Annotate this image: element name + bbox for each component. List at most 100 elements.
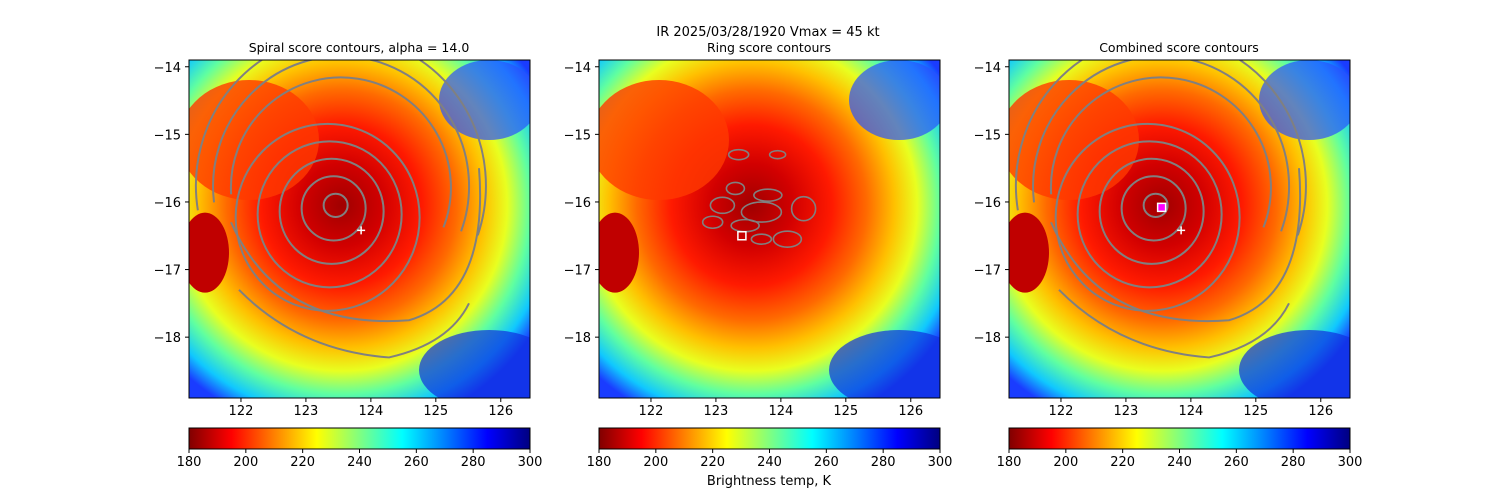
colorbar-gradient bbox=[598, 427, 941, 450]
x-tick-label: 126 bbox=[898, 404, 923, 419]
clear-area bbox=[1259, 60, 1350, 140]
center-square-marker bbox=[1156, 202, 1167, 213]
brightness-temp-field bbox=[599, 60, 940, 398]
contour-line bbox=[1049, 76, 1272, 228]
contour-line bbox=[256, 140, 403, 289]
ring-contours bbox=[701, 148, 817, 248]
x-tick-label: 123 bbox=[704, 404, 729, 419]
y-tick-label: −18 bbox=[154, 331, 181, 346]
colorbar-tick-label: 220 bbox=[700, 455, 725, 470]
contour-line bbox=[1054, 122, 1241, 312]
cloud-band bbox=[1009, 80, 1139, 200]
colorbar-tick-label: 280 bbox=[461, 455, 486, 470]
colorbar-tick-label: 300 bbox=[518, 455, 543, 470]
axes-frame bbox=[1008, 59, 1351, 399]
contour-line bbox=[278, 157, 385, 265]
contour-line bbox=[212, 60, 471, 232]
y-tick-label: −14 bbox=[564, 61, 591, 76]
colorbar-tick-label: 180 bbox=[587, 455, 612, 470]
colorbar-tick-label: 180 bbox=[177, 455, 202, 470]
ring-contour-line bbox=[772, 230, 803, 248]
colorbar: 180 200 220 240 260 280 300 bbox=[587, 427, 953, 470]
y-tick-label: −17 bbox=[974, 264, 1001, 279]
y-tick-label: −18 bbox=[564, 331, 591, 346]
x-tick-label: 123 bbox=[1114, 404, 1139, 419]
colorbar-gradient bbox=[1008, 427, 1351, 450]
x-tick-label: 125 bbox=[423, 404, 448, 419]
x-tick-label: 126 bbox=[1308, 404, 1333, 419]
y-axis: −14 −15 −16 −17 −18 bbox=[974, 61, 1009, 346]
ring-contour-line bbox=[753, 188, 783, 202]
contour-line bbox=[1050, 168, 1302, 323]
convective-cell bbox=[189, 212, 229, 293]
figure-suptitle: IR 2025/03/28/1920 Vmax = 45 kt bbox=[656, 25, 879, 40]
colorbar-label: Brightness temp, K bbox=[707, 474, 832, 489]
cloud-band bbox=[189, 80, 319, 200]
colorbar-tick-label: 200 bbox=[233, 455, 258, 470]
y-tick-label: −15 bbox=[564, 128, 591, 143]
contour-line bbox=[300, 175, 367, 242]
x-tick-label: 124 bbox=[1178, 404, 1203, 419]
center-square-marker bbox=[737, 231, 747, 241]
score-contours bbox=[1014, 60, 1307, 359]
y-tick-label: −14 bbox=[974, 61, 1001, 76]
brightness-temp-field bbox=[1009, 60, 1350, 398]
contour-line bbox=[238, 289, 470, 359]
y-tick-label: −16 bbox=[974, 196, 1001, 211]
colorbar-tick-label: 260 bbox=[814, 455, 839, 470]
contour-line bbox=[1120, 175, 1187, 242]
contour-line bbox=[1076, 140, 1223, 289]
x-tick-label: 124 bbox=[358, 404, 383, 419]
contour-line bbox=[322, 192, 349, 218]
colorbar-tick-label: 300 bbox=[928, 455, 953, 470]
cloud-band bbox=[599, 80, 729, 200]
contour-line bbox=[1058, 289, 1290, 359]
ring-contour-line bbox=[725, 181, 746, 196]
x-axis: 122 123 124 125 126 bbox=[229, 398, 513, 419]
x-tick-label: 123 bbox=[294, 404, 319, 419]
y-tick-label: −15 bbox=[974, 128, 1001, 143]
colorbar-tick-label: 260 bbox=[404, 455, 429, 470]
contour-line bbox=[1142, 192, 1169, 218]
ring-contour-line bbox=[701, 215, 724, 230]
x-tick-label: 122 bbox=[1049, 404, 1074, 419]
x-tick-label: 126 bbox=[488, 404, 513, 419]
panel-title: Spiral score contours, alpha = 14.0 bbox=[249, 40, 470, 55]
ring-contour-line bbox=[750, 233, 773, 245]
x-tick-label: 125 bbox=[833, 404, 858, 419]
contour-line bbox=[230, 168, 482, 323]
panel-ring: Ring score contours 122 123 124 125 126−14−1… bbox=[564, 40, 941, 419]
colorbar-tick-label: 220 bbox=[1110, 455, 1135, 470]
x-tick-label: 122 bbox=[639, 404, 664, 419]
axes-frame bbox=[598, 59, 941, 399]
x-axis: 122 123 124 125 126 bbox=[639, 398, 923, 419]
clear-area bbox=[829, 330, 940, 398]
colorbar-tick-label: 240 bbox=[1167, 455, 1192, 470]
colorbar-tick-label: 260 bbox=[1224, 455, 1249, 470]
contour-line bbox=[1014, 60, 1307, 236]
colorbar-gradient bbox=[188, 427, 531, 450]
colorbar-tick-label: 200 bbox=[1053, 455, 1078, 470]
contour-line bbox=[1098, 157, 1205, 265]
y-tick-label: −16 bbox=[564, 196, 591, 211]
y-axis: −14 −15 −16 −17 −18 bbox=[154, 61, 189, 346]
center-plus-marker bbox=[1177, 226, 1186, 235]
contour-line bbox=[229, 76, 452, 228]
y-tick-label: −16 bbox=[154, 196, 181, 211]
brightness-temp-field bbox=[189, 60, 530, 398]
y-tick-label: −14 bbox=[154, 61, 181, 76]
panel-title: Ring score contours bbox=[707, 40, 831, 55]
score-contours bbox=[194, 60, 487, 359]
clear-area bbox=[1239, 330, 1350, 398]
colorbar-tick-label: 200 bbox=[643, 455, 668, 470]
axes-frame bbox=[188, 59, 531, 399]
ring-contour-line bbox=[740, 201, 783, 223]
y-axis: −14 −15 −16 −17 −18 bbox=[564, 61, 599, 346]
y-tick-label: −18 bbox=[974, 331, 1001, 346]
ring-contour-line bbox=[709, 196, 736, 215]
colorbar-tick-label: 300 bbox=[1338, 455, 1363, 470]
y-tick-label: −17 bbox=[564, 264, 591, 279]
contour-line bbox=[194, 60, 487, 236]
y-tick-label: −15 bbox=[154, 128, 181, 143]
